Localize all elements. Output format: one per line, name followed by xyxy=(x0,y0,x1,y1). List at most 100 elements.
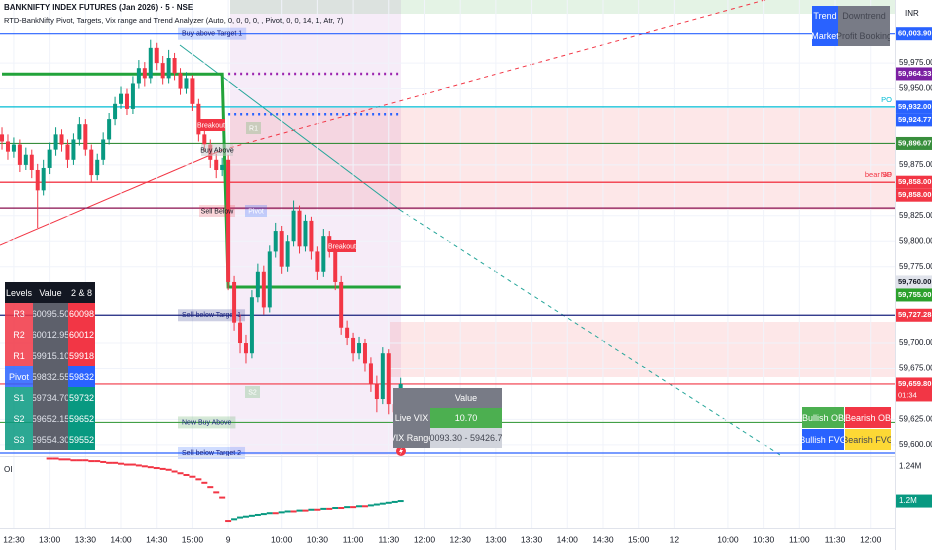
annotation-box xyxy=(199,205,235,217)
oi-mark xyxy=(159,467,166,470)
level-name: R2 xyxy=(5,324,33,345)
level-name: S3 xyxy=(5,429,33,450)
levels-header: 2 & 8 xyxy=(68,282,95,303)
oi-mark xyxy=(296,509,303,512)
oi-mark xyxy=(207,486,214,489)
oi-mark xyxy=(308,508,315,511)
candle-body xyxy=(380,353,385,400)
candle-body xyxy=(374,383,379,400)
oi-mark xyxy=(361,505,368,508)
candle-body xyxy=(47,149,52,168)
level-name: S2 xyxy=(5,408,33,429)
candle-body xyxy=(351,337,356,354)
y-tick-label: 59,800.00 xyxy=(899,236,932,245)
candle-body xyxy=(35,169,40,191)
candle-body xyxy=(29,154,34,170)
oi-mark xyxy=(52,457,59,460)
y-tick-label: 59,600.00 xyxy=(899,440,932,449)
oi-mark xyxy=(118,462,125,465)
price-label-box xyxy=(896,288,932,302)
grid xyxy=(0,0,895,528)
candle-body xyxy=(279,231,284,267)
ob-cell: Bearish FVG xyxy=(845,429,891,450)
candle-body xyxy=(148,47,153,79)
price-label-box xyxy=(896,67,932,81)
level-value: 59832.55 xyxy=(33,366,68,387)
candle-body xyxy=(0,134,5,142)
x-tick-label: 12:00 xyxy=(860,534,882,544)
level-rounded: 59732 xyxy=(68,387,95,408)
candle-body xyxy=(41,167,46,191)
candle-body xyxy=(17,144,22,165)
oi-mark xyxy=(391,500,398,503)
oi-mark xyxy=(141,465,148,468)
annotation: Buy Above xyxy=(200,147,234,154)
ob-cell: Bearish OB xyxy=(845,407,891,428)
x-tick-label: 13:00 xyxy=(39,534,61,544)
price-label-box xyxy=(896,175,932,189)
candle-body xyxy=(83,124,88,150)
price-label-box xyxy=(896,136,932,150)
trend-value: Profit Booking xyxy=(838,26,890,46)
oi-mark xyxy=(183,473,190,476)
oi-mark xyxy=(195,478,202,481)
price-label: 59,858.00 xyxy=(898,190,931,199)
oi-title: OI xyxy=(4,465,12,474)
currency: INR xyxy=(905,9,919,18)
oi-mark xyxy=(278,511,285,514)
levels-table: Levels Value 2 & 8 R3 60095.50 60098 R2 60012.9… xyxy=(5,282,95,450)
oi-tick-label: 1.24M xyxy=(899,461,922,470)
oi-mark xyxy=(100,460,107,463)
price-label: 59,858.00 xyxy=(898,177,931,186)
oi-mark xyxy=(64,458,71,461)
annotations: Breakout Buy Above Sell Below Pivot R1 B… xyxy=(197,119,406,456)
levels-header: Value xyxy=(33,282,68,303)
x-tick-label: 15:00 xyxy=(628,534,650,544)
x-tick-label: 14:00 xyxy=(557,534,579,544)
y-tick-label: 59,875.00 xyxy=(899,160,932,169)
oi-mark xyxy=(70,459,77,462)
oi-mark xyxy=(231,518,238,521)
oi-mark xyxy=(112,461,119,464)
oi-mark xyxy=(135,464,142,467)
symbol-title: BANKNIFTY INDEX FUTURES (Jan 2026) · 5 ·… xyxy=(4,3,194,12)
price-label: 60,003.90 xyxy=(898,29,931,38)
candle-body xyxy=(214,159,219,170)
level-text-box xyxy=(178,416,236,429)
oi-mark xyxy=(302,509,309,512)
oi-mark xyxy=(153,467,160,470)
level-text: Sell below Target 2 xyxy=(182,450,241,457)
candle-body xyxy=(309,220,314,252)
x-tick-label: 10:30 xyxy=(307,534,329,544)
x-tick-label: 14:30 xyxy=(146,534,168,544)
annotation-box xyxy=(328,240,356,252)
oi-mark xyxy=(320,507,327,510)
candle-body xyxy=(160,63,165,79)
annotation-box xyxy=(197,119,225,131)
price-label: 59,924.77 xyxy=(898,115,931,124)
price-label: 59,659.80 xyxy=(898,379,931,388)
candle-body xyxy=(291,210,296,242)
trend-key: Market xyxy=(812,26,838,46)
trend-line xyxy=(221,0,766,151)
oi-mark xyxy=(260,513,267,516)
candle-body xyxy=(190,78,195,104)
top-zone xyxy=(230,0,895,14)
oi-mark xyxy=(219,496,226,499)
x-tick-label: 10:00 xyxy=(717,534,739,544)
oi-mark xyxy=(201,481,208,484)
target-zone xyxy=(390,322,895,377)
x-tick-label: 11:30 xyxy=(378,534,399,544)
level-name: R3 xyxy=(5,303,33,324)
candle-body xyxy=(184,78,189,89)
vix-key: VIX Range xyxy=(393,428,430,448)
x-tick-label: 13:30 xyxy=(521,534,543,544)
candle-body xyxy=(315,251,320,272)
oi-mark xyxy=(46,457,53,460)
vix-value: 60093.30 - 59426.70 xyxy=(430,428,502,448)
y-tick-label: 59,775.00 xyxy=(899,262,932,271)
oi-mark xyxy=(248,514,255,517)
